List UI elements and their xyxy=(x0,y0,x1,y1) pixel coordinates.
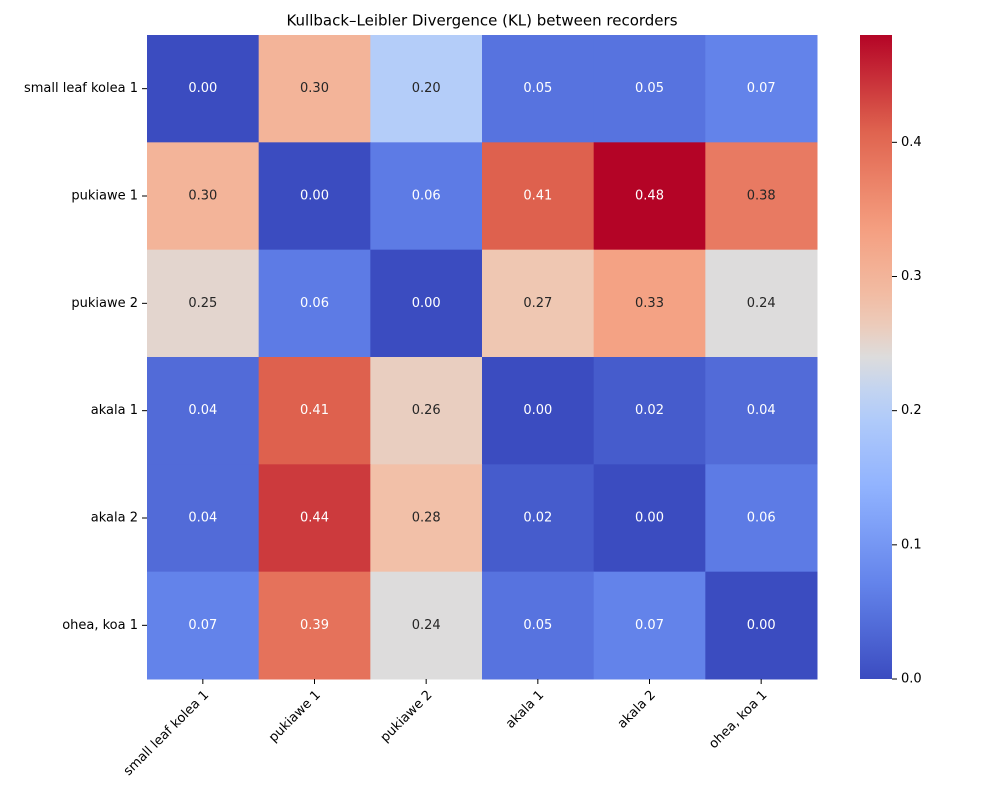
cell-label: 0.04 xyxy=(188,511,217,526)
heatmap-cell xyxy=(147,464,260,573)
heatmap-cell xyxy=(705,142,818,251)
y-tick-label: ohea, koa 1 xyxy=(62,618,138,633)
cell-label: 0.07 xyxy=(635,618,664,633)
x-tick-label: akala 2 xyxy=(615,688,659,732)
x-tick-label: akala 1 xyxy=(503,688,547,732)
cell-label: 0.33 xyxy=(635,296,664,311)
y-tick-label: akala 1 xyxy=(91,403,138,418)
cell-label: 0.30 xyxy=(300,81,329,96)
cell-label: 0.05 xyxy=(635,81,664,96)
heatmap-cell xyxy=(370,142,483,251)
heatmap-cell xyxy=(593,571,706,680)
heatmap-cell xyxy=(258,571,371,680)
colorbar-tick-label: 0.4 xyxy=(901,135,922,150)
cell-label: 0.06 xyxy=(412,189,441,204)
cell-label: 0.00 xyxy=(635,511,664,526)
heatmap-cell xyxy=(482,142,595,251)
cell-label: 0.20 xyxy=(412,81,441,96)
cell-label: 0.07 xyxy=(747,81,776,96)
cell-label: 0.00 xyxy=(747,618,776,633)
cell-label: 0.24 xyxy=(412,618,441,633)
cell-label: 0.39 xyxy=(300,618,329,633)
cell-label: 0.07 xyxy=(188,618,217,633)
heatmap-cell xyxy=(258,249,371,358)
heatmap-cell xyxy=(258,35,371,143)
cell-label: 0.30 xyxy=(188,189,217,204)
heatmap-cell xyxy=(593,249,706,358)
cell-label: 0.00 xyxy=(412,296,441,311)
cell-label: 0.04 xyxy=(188,403,217,418)
heatmap-cell xyxy=(593,357,706,465)
cell-label: 0.06 xyxy=(300,296,329,311)
heatmap-cell xyxy=(705,357,818,465)
cell-label: 0.00 xyxy=(523,403,552,418)
heatmap-cell xyxy=(370,35,483,143)
y-tick-label: pukiawe 1 xyxy=(71,189,138,204)
cell-label: 0.44 xyxy=(300,511,329,526)
heatmap-cell xyxy=(482,249,595,358)
heatmap-cell xyxy=(147,142,260,251)
cell-label: 0.24 xyxy=(747,296,776,311)
heatmap-cell xyxy=(147,249,260,358)
x-tick-label: pukiawe 1 xyxy=(266,688,324,746)
heatmap-cell xyxy=(258,142,371,251)
cell-label: 0.48 xyxy=(635,189,664,204)
colorbar-tick-label: 0.2 xyxy=(901,403,922,418)
x-tick-label: pukiawe 2 xyxy=(378,688,436,746)
cell-label: 0.26 xyxy=(412,403,441,418)
heatmap-cell xyxy=(370,571,483,680)
cell-label: 0.02 xyxy=(523,511,552,526)
heatmap-cell xyxy=(593,35,706,143)
colorbar xyxy=(860,35,892,679)
heatmap-cell xyxy=(593,464,706,573)
cell-label: 0.00 xyxy=(300,189,329,204)
colorbar-tick-label: 0.1 xyxy=(901,537,922,552)
heatmap-cell xyxy=(593,142,706,251)
cell-label: 0.27 xyxy=(523,296,552,311)
heatmap-cell xyxy=(147,571,260,680)
cell-label: 0.41 xyxy=(523,189,552,204)
heatmap-cell xyxy=(370,357,483,465)
heatmap-cell xyxy=(705,249,818,358)
cell-label: 0.02 xyxy=(635,403,664,418)
cell-label: 0.05 xyxy=(523,618,552,633)
heatmap-cell xyxy=(258,357,371,465)
heatmap-cell xyxy=(482,357,595,465)
cell-label: 0.06 xyxy=(747,511,776,526)
x-tick-label: ohea, koa 1 xyxy=(706,688,770,752)
cell-label: 0.38 xyxy=(747,189,776,204)
cell-label: 0.28 xyxy=(412,511,441,526)
y-tick-label: akala 2 xyxy=(91,511,138,526)
cell-label: 0.00 xyxy=(188,81,217,96)
chart-title: Kullback–Leibler Divergence (KL) between… xyxy=(286,12,677,30)
heatmap-cell xyxy=(482,464,595,573)
cell-label: 0.41 xyxy=(300,403,329,418)
colorbar-tick-label: 0.0 xyxy=(901,672,922,687)
heatmap-cell xyxy=(705,464,818,573)
cell-label: 0.25 xyxy=(188,296,217,311)
heatmap-cell xyxy=(705,35,818,143)
heatmap-cell xyxy=(147,35,260,143)
heatmap-cell xyxy=(258,464,371,573)
heatmap-cell xyxy=(482,35,595,143)
cell-label: 0.04 xyxy=(747,403,776,418)
heatmap-cell xyxy=(370,464,483,573)
heatmap-cell xyxy=(705,571,818,680)
colorbar-tick-label: 0.3 xyxy=(901,269,922,284)
heatmap-cell xyxy=(482,571,595,680)
heatmap-cell xyxy=(147,357,260,465)
y-tick-label: small leaf kolea 1 xyxy=(24,81,138,96)
x-tick-label: small leaf kolea 1 xyxy=(121,688,212,779)
y-tick-label: pukiawe 2 xyxy=(71,296,138,311)
cell-label: 0.05 xyxy=(523,81,552,96)
heatmap-cell xyxy=(370,249,483,358)
